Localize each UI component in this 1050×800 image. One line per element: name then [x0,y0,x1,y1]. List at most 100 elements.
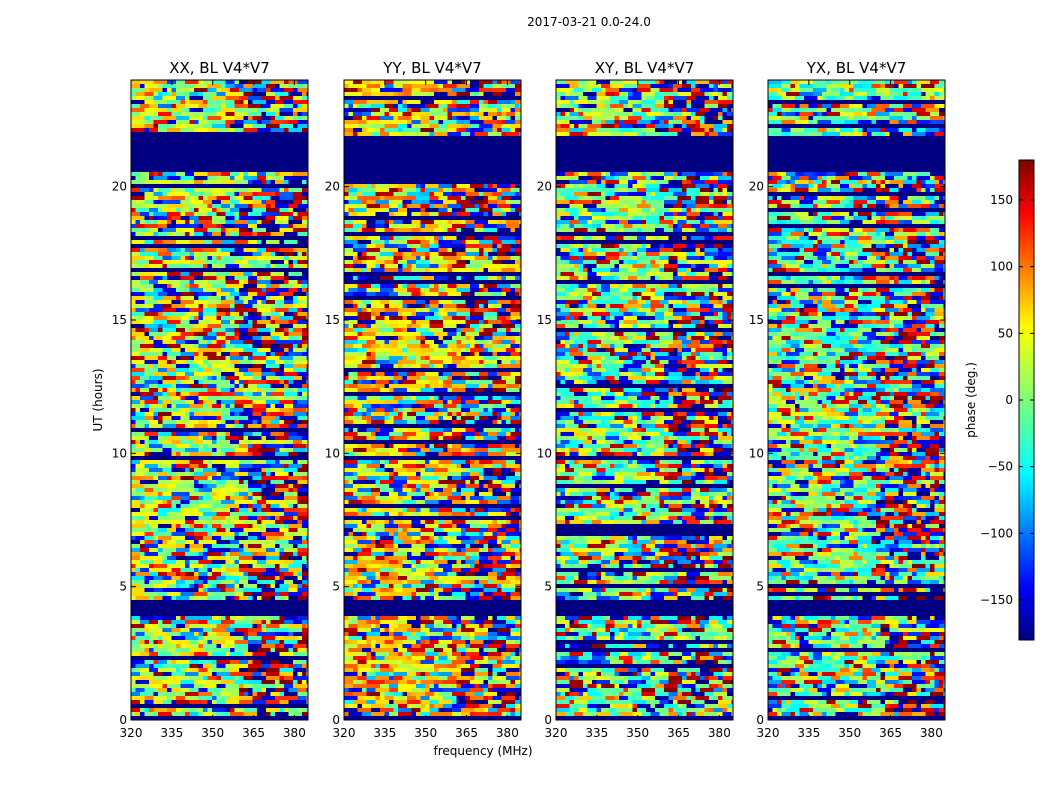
heatmap-cell [371,384,376,388]
heatmap-cell [158,84,163,88]
heatmap-cell [261,372,275,376]
heatmap-cell [216,308,230,312]
heatmap-cell [293,344,298,348]
heatmap-cell [144,540,154,544]
heatmap-cell [443,556,452,560]
heatmap-cell [252,620,262,624]
heatmap-cell [234,424,244,428]
heatmap-cell [488,396,493,400]
heatmap-cell [515,260,521,264]
heatmap-cell [180,684,194,688]
heatmap-cell [144,452,149,456]
heatmap-cell [288,540,302,544]
heatmap-cell [479,100,484,104]
heatmap-cell [185,308,190,312]
heatmap-cell [456,120,470,124]
heatmap-cell [416,356,421,360]
heatmap-cell [297,240,307,244]
heatmap-cell [266,540,275,544]
heatmap-cell [158,572,167,576]
heatmap-cell [353,360,362,364]
heatmap-cell [239,232,253,236]
heatmap-cell [492,580,497,584]
heatmap-cell [135,572,149,576]
heatmap-cell [248,96,262,100]
heatmap-cell [261,564,275,568]
heatmap-cell [497,372,511,376]
heatmap-cell [135,664,149,668]
heatmap-strip-blank [344,96,521,100]
heatmap-cell [407,264,412,268]
heatmap-cell [465,560,475,564]
heatmap-cell [189,116,203,120]
heatmap-cell [176,644,181,648]
heatmap-cell [461,396,475,400]
heatmap-cell [501,128,511,132]
heatmap-cell [239,420,253,424]
heatmap-cell [216,288,221,292]
heatmap-cell [483,196,488,200]
heatmap-cell [162,376,176,380]
heatmap-cell [167,92,172,96]
heatmap-cell [158,128,167,132]
heatmap-cell [216,660,230,664]
heatmap-cell [357,396,367,400]
heatmap-cell [158,540,163,544]
heatmap-cell [279,380,284,384]
heatmap-cell [293,112,298,116]
heatmap-cell [176,660,185,664]
heatmap-cell [302,536,307,540]
heatmap-cell [266,568,275,572]
heatmap-cell [288,308,298,312]
heatmap-cell [149,352,158,356]
heatmap-cell [501,260,515,264]
heatmap-cell [176,544,185,548]
heatmap-cell [465,220,475,224]
heatmap-cell [357,320,362,324]
heatmap-cell [348,108,353,112]
heatmap-cell [131,496,140,500]
heatmap-cell [348,244,353,248]
heatmap-cell [306,368,308,372]
heatmap-cell [302,96,308,100]
heatmap-cell [279,228,293,232]
heatmap-cell [434,592,439,596]
heatmap-cell [207,264,212,268]
heatmap-cell [416,196,430,200]
heatmap-cell [443,528,448,532]
heatmap-cell [149,684,163,688]
heatmap-cell [375,264,380,268]
heatmap-cell [279,416,293,420]
heatmap-cell [203,376,208,380]
heatmap-cell [230,124,239,128]
heatmap-cell [185,532,194,536]
heatmap-cell [488,220,497,224]
heatmap-cell [261,672,266,676]
heatmap-cell [465,320,479,324]
heatmap-cell [297,588,308,592]
heatmap-cell [389,588,394,592]
heatmap-cell [510,316,521,320]
heatmap-cell [140,228,149,232]
heatmap-cell [402,416,416,420]
heatmap-cell [131,104,140,108]
heatmap-cell [212,508,221,512]
heatmap-cell [297,432,308,436]
heatmap-cell [297,504,308,508]
heatmap-cell [149,260,163,264]
heatmap-cell [348,532,353,536]
heatmap-cell [302,340,307,344]
heatmap-cell [288,696,298,700]
heatmap-cell [248,276,257,280]
heatmap-cell [131,264,145,268]
heatmap-cell [189,660,199,664]
heatmap-cell [270,348,284,352]
heatmap-cell [434,284,439,288]
heatmap-cell [135,208,145,212]
heatmap-cell [293,664,302,668]
heatmap-cell [275,112,280,116]
heatmap-cell [198,504,203,508]
heatmap-cell [153,276,163,280]
heatmap-cell [407,492,416,496]
heatmap-cell [380,588,389,592]
